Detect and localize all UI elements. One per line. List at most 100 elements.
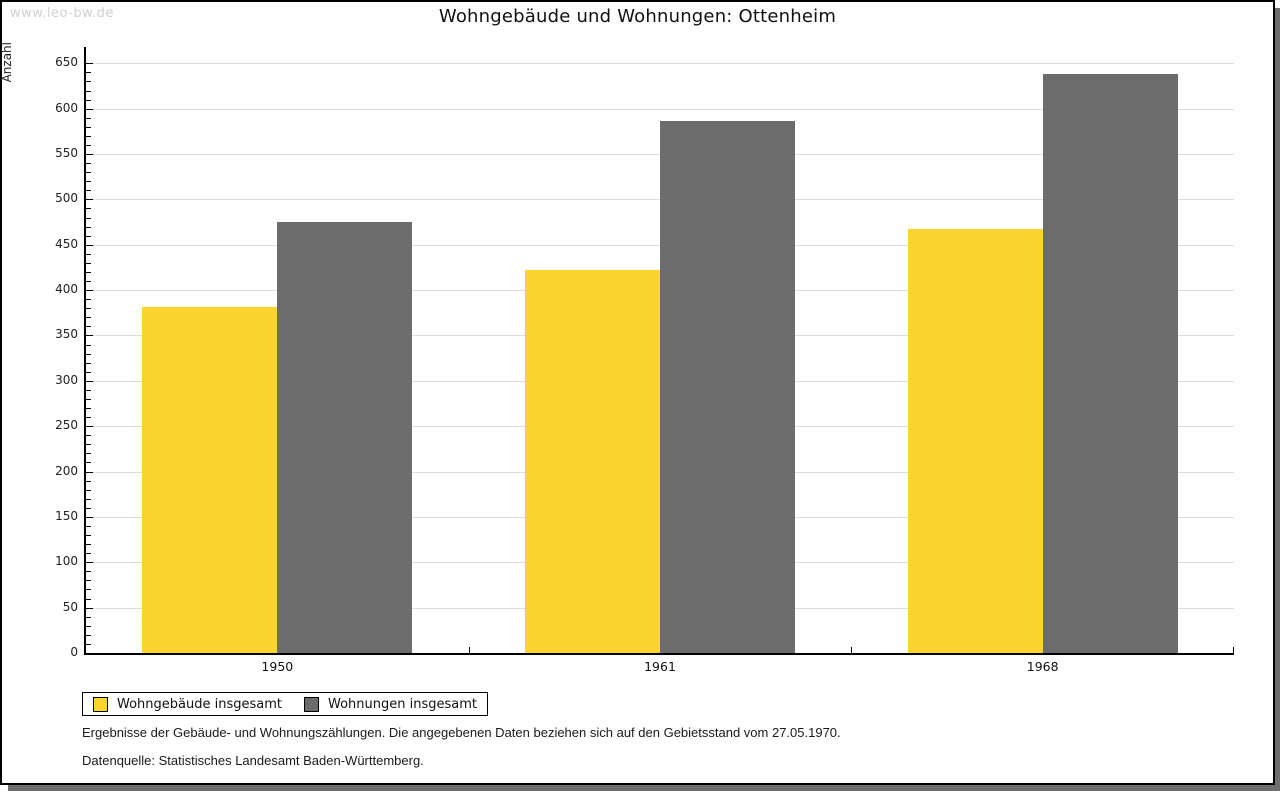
- panel-shadow-right: [1275, 8, 1280, 791]
- y-tick-260: [86, 417, 91, 419]
- y-tick-510: [86, 190, 91, 192]
- y-tick-440: [86, 253, 91, 255]
- y-tick-label-400: 400: [55, 282, 78, 297]
- y-tick-80: [86, 580, 91, 582]
- y-tick-330: [86, 353, 91, 355]
- footer-source: Datenquelle: Statistisches Landesamt Bad…: [82, 753, 424, 768]
- y-tick-label-300: 300: [55, 372, 78, 387]
- y-tick-190: [86, 480, 91, 482]
- y-tick-450: [86, 244, 93, 246]
- bar-1968-series2: [1042, 74, 1178, 653]
- y-tick-50: [86, 607, 93, 609]
- bar-1961-series2: [660, 121, 795, 653]
- y-axis-title: Anzahl: [0, 42, 14, 83]
- y-tick-90: [86, 571, 91, 573]
- x-tick-1: [468, 647, 470, 653]
- bar-1961-series1: [525, 270, 660, 653]
- y-tick-label-150: 150: [55, 508, 78, 523]
- y-tick-140: [86, 525, 91, 527]
- y-tick-360: [86, 326, 91, 328]
- y-tick-200: [86, 471, 93, 473]
- y-tick-490: [86, 208, 91, 210]
- y-tick-280: [86, 398, 91, 400]
- y-tick-label-600: 600: [55, 100, 78, 115]
- legend-item-1: Wohngebäude insgesamt: [93, 696, 282, 712]
- y-tick-350: [86, 335, 93, 337]
- watermark: www.leo-bw.de: [10, 6, 114, 21]
- y-tick-530: [86, 172, 91, 174]
- x-axis-label-1950: 1950: [261, 659, 294, 674]
- y-tick-500: [86, 199, 93, 201]
- y-tick-label-0: 0: [70, 645, 78, 659]
- y-tick-160: [86, 507, 91, 509]
- plot-area: 1950 1961 1968 0 50 100 150 200 250 300 350 400 450 5…: [55, 47, 1234, 674]
- y-tick-label-100: 100: [55, 554, 78, 569]
- x-tick-3: [1233, 647, 1234, 653]
- bar-1950-series2: [277, 222, 413, 653]
- x-tick-2: [851, 647, 853, 653]
- y-tick-380: [86, 308, 91, 310]
- y-tick-40: [86, 616, 91, 618]
- chart-title: Wohngebäude und Wohnungen: Ottenheim: [438, 6, 837, 27]
- y-tick-410: [86, 281, 91, 283]
- y-tick-540: [86, 163, 91, 165]
- y-tick-240: [86, 435, 91, 437]
- y-tick-320: [86, 362, 91, 364]
- y-tick-600: [86, 108, 93, 110]
- y-tick-210: [86, 462, 91, 464]
- y-tick-label-350: 350: [55, 327, 78, 342]
- y-tick-480: [86, 217, 91, 219]
- y-tick-180: [86, 489, 91, 491]
- y-tick-170: [86, 498, 91, 500]
- y-tick-10: [86, 643, 91, 645]
- y-tick-650: [86, 63, 93, 65]
- y-tick-580: [86, 126, 91, 128]
- legend-item-label: Wohnungen insgesamt: [328, 696, 477, 712]
- gridline-y-650: [86, 63, 1234, 65]
- y-tick-120: [86, 544, 91, 546]
- y-tick-110: [86, 553, 91, 555]
- y-tick-370: [86, 317, 91, 319]
- y-tick-150: [86, 516, 93, 518]
- y-tick-430: [86, 262, 91, 264]
- y-tick-20: [86, 634, 91, 636]
- legend-swatch-1: [93, 696, 108, 712]
- y-tick-390: [86, 299, 91, 301]
- y-tick-250: [86, 426, 93, 428]
- y-tick-290: [86, 389, 91, 391]
- footer-note: Ergebnisse der Gebäude- und Wohnungszähl…: [82, 725, 841, 740]
- legend-item-label: Wohngebäude insgesamt: [117, 696, 282, 712]
- legend-item-2: Wohnungen insgesamt: [304, 696, 477, 712]
- y-tick-label-650: 650: [55, 55, 78, 70]
- y-tick-60: [86, 598, 91, 600]
- y-tick-640: [86, 72, 91, 74]
- y-tick-610: [86, 99, 91, 101]
- y-tick-label-250: 250: [55, 418, 78, 433]
- y-tick-30: [86, 625, 91, 627]
- y-tick-620: [86, 90, 91, 92]
- y-tick-300: [86, 380, 93, 382]
- y-tick-label-200: 200: [55, 463, 78, 478]
- y-tick-470: [86, 226, 91, 228]
- y-tick-400: [86, 290, 93, 292]
- y-tick-label-450: 450: [55, 236, 78, 251]
- y-tick-310: [86, 371, 91, 373]
- x-axis-label-1968: 1968: [1026, 659, 1059, 674]
- bar-1950-series1: [142, 307, 278, 653]
- legend-swatch-2: [304, 696, 319, 712]
- y-tick-460: [86, 235, 91, 237]
- y-tick-520: [86, 181, 91, 183]
- gridline-y-600: [86, 108, 1234, 110]
- y-tick-420: [86, 271, 91, 273]
- panel-shadow-bottom: [8, 785, 1280, 791]
- legend: Wohngebäude insgesamt Wohnungen insgesamt: [82, 692, 488, 716]
- y-tick-100: [86, 562, 93, 564]
- y-tick-570: [86, 135, 91, 137]
- y-tick-130: [86, 535, 91, 537]
- y-tick-230: [86, 444, 91, 446]
- y-tick-590: [86, 117, 91, 119]
- y-tick-270: [86, 408, 91, 410]
- y-tick-label-50: 50: [62, 599, 78, 614]
- y-tick-220: [86, 453, 91, 455]
